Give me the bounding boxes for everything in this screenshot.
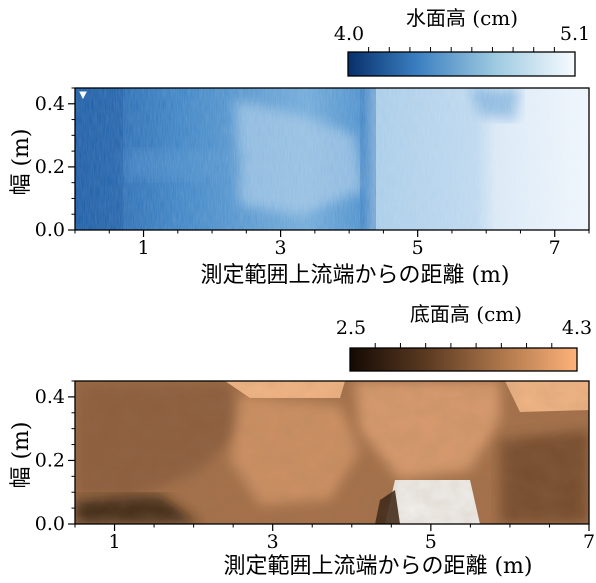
y-tick-label: 0.2 bbox=[35, 449, 65, 471]
marker-icon bbox=[79, 91, 87, 100]
colorbar-water-scale bbox=[347, 51, 576, 77]
colorbar-water-min-label: 4.0 bbox=[334, 23, 364, 45]
colorbar-bed-title: 底面高 (cm) bbox=[410, 302, 522, 326]
x-tick-label: 7 bbox=[583, 531, 595, 553]
x-axis-label-water: 測定範囲上流端からの距離 (m) bbox=[200, 263, 509, 288]
water-texture bbox=[75, 88, 589, 230]
y-tick-label: 0.2 bbox=[35, 156, 65, 178]
heatmap-bed-height bbox=[75, 381, 589, 524]
colorbar-bed-max-label: 4.3 bbox=[562, 317, 592, 339]
y-tick-label: 0.0 bbox=[35, 219, 65, 241]
x-tick-label: 5 bbox=[425, 531, 437, 553]
x-tick-label: 5 bbox=[412, 237, 424, 259]
heatmap-water-surface bbox=[75, 88, 589, 230]
plot-frame-water bbox=[74, 87, 590, 231]
y-axis-bed: 0.0 0.2 0.4 bbox=[35, 380, 75, 535]
y-tick-label: 0.4 bbox=[35, 93, 65, 115]
colorbar-water-max-label: 5.1 bbox=[560, 23, 590, 45]
y-tick-label: 0.4 bbox=[35, 386, 65, 408]
colorbar-water: 水面高 (cm) 4.0 5.1 bbox=[334, 6, 590, 77]
bed-texture bbox=[75, 381, 589, 524]
x-tick-label: 7 bbox=[549, 237, 561, 259]
colorbar-bed-ticks bbox=[374, 343, 553, 348]
x-tick-label: 3 bbox=[267, 531, 279, 553]
x-tick-label: 1 bbox=[137, 237, 149, 259]
colorbar-bed: 底面高 (cm) 2.5 4.3 bbox=[336, 302, 592, 372]
y-tick-label: 0.0 bbox=[35, 513, 65, 535]
colorbar-bed-scale bbox=[349, 347, 578, 372]
y-axis-label-bed: 幅 (m) bbox=[9, 421, 34, 488]
x-axis-water: 1 3 5 7 bbox=[74, 230, 590, 259]
x-tick-label: 1 bbox=[108, 531, 120, 553]
x-axis-bed: 1 3 5 7 bbox=[74, 524, 595, 553]
colorbar-bed-min-label: 2.5 bbox=[336, 317, 366, 339]
y-axis-label-water: 幅 (m) bbox=[9, 128, 34, 195]
plot-frame-bed bbox=[74, 380, 590, 525]
x-tick-label: 3 bbox=[275, 237, 287, 259]
x-axis-label-bed: 測定範囲上流端からの距離 (m) bbox=[223, 554, 532, 579]
y-axis-water: 0.0 0.2 0.4 bbox=[35, 87, 75, 241]
colorbar-water-title: 水面高 (cm) bbox=[406, 6, 518, 30]
colorbar-water-ticks bbox=[368, 47, 555, 52]
